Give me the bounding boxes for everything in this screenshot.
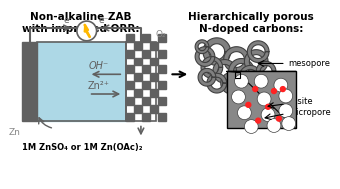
Bar	[126, 65, 134, 73]
Bar	[126, 34, 134, 42]
Circle shape	[274, 78, 288, 92]
Polygon shape	[248, 41, 269, 63]
Polygon shape	[221, 72, 242, 94]
Circle shape	[238, 106, 251, 120]
Text: mesopore: mesopore	[288, 59, 330, 68]
Polygon shape	[239, 65, 261, 87]
Bar	[150, 105, 158, 113]
Polygon shape	[84, 25, 90, 37]
Text: O₂: O₂	[156, 30, 166, 39]
Polygon shape	[244, 50, 268, 73]
Bar	[126, 50, 134, 57]
Circle shape	[276, 116, 282, 121]
Circle shape	[77, 21, 97, 41]
Bar	[134, 57, 142, 65]
Polygon shape	[207, 73, 227, 93]
Bar	[37, 42, 126, 121]
Polygon shape	[195, 40, 209, 54]
Polygon shape	[203, 38, 231, 65]
Circle shape	[257, 92, 271, 106]
Bar	[134, 89, 142, 97]
Bar	[235, 72, 240, 78]
Circle shape	[279, 89, 293, 103]
Bar	[126, 97, 134, 105]
Polygon shape	[256, 61, 276, 81]
Circle shape	[282, 117, 296, 130]
Bar	[142, 113, 150, 121]
Bar	[142, 81, 150, 89]
Circle shape	[256, 118, 261, 123]
Polygon shape	[201, 57, 223, 78]
Circle shape	[232, 90, 245, 104]
Bar	[150, 89, 158, 97]
Bar	[142, 97, 150, 105]
Text: 1M ZnSO₄ or 1M Zn(OAc)₂: 1M ZnSO₄ or 1M Zn(OAc)₂	[21, 143, 142, 152]
Circle shape	[261, 108, 275, 122]
Polygon shape	[213, 60, 237, 83]
Text: Non-alkaline ZAB
with improved ORR:: Non-alkaline ZAB with improved ORR:	[22, 12, 139, 34]
Text: e⁻: e⁻	[64, 16, 74, 25]
Circle shape	[267, 119, 281, 132]
Bar	[158, 50, 166, 57]
Bar	[134, 105, 142, 113]
Polygon shape	[235, 76, 254, 96]
Bar	[142, 65, 150, 73]
Bar	[158, 97, 166, 105]
Circle shape	[244, 120, 258, 133]
Text: N-site
micropore: N-site micropore	[288, 97, 330, 116]
Text: Zn: Zn	[9, 129, 21, 138]
Bar	[158, 34, 166, 42]
Bar	[150, 73, 158, 81]
Bar	[37, 42, 126, 121]
Circle shape	[253, 87, 258, 91]
Bar	[158, 81, 166, 89]
Bar	[227, 71, 296, 129]
Bar	[142, 34, 150, 42]
Circle shape	[254, 74, 268, 88]
Bar	[22, 42, 37, 121]
Bar	[134, 42, 142, 50]
Circle shape	[272, 89, 276, 94]
Polygon shape	[198, 68, 216, 86]
Bar	[158, 113, 166, 121]
Polygon shape	[228, 59, 254, 84]
Text: OH⁻: OH⁻	[88, 61, 108, 71]
Bar	[150, 57, 158, 65]
Text: Hierarchically porous
N-doped carbons:: Hierarchically porous N-doped carbons:	[188, 12, 314, 34]
Bar	[134, 73, 142, 81]
Text: e⁻: e⁻	[98, 16, 109, 25]
Circle shape	[279, 104, 293, 118]
Bar	[126, 42, 156, 121]
Circle shape	[235, 74, 248, 88]
Bar	[150, 42, 158, 50]
Bar	[126, 81, 134, 89]
Bar	[126, 42, 156, 121]
Circle shape	[280, 87, 285, 91]
Bar	[126, 113, 134, 121]
Polygon shape	[195, 47, 215, 66]
Text: Zn²⁺: Zn²⁺	[87, 81, 109, 91]
Polygon shape	[224, 47, 249, 72]
Bar	[158, 65, 166, 73]
Circle shape	[246, 102, 251, 107]
Circle shape	[266, 104, 271, 109]
Bar	[142, 50, 150, 57]
